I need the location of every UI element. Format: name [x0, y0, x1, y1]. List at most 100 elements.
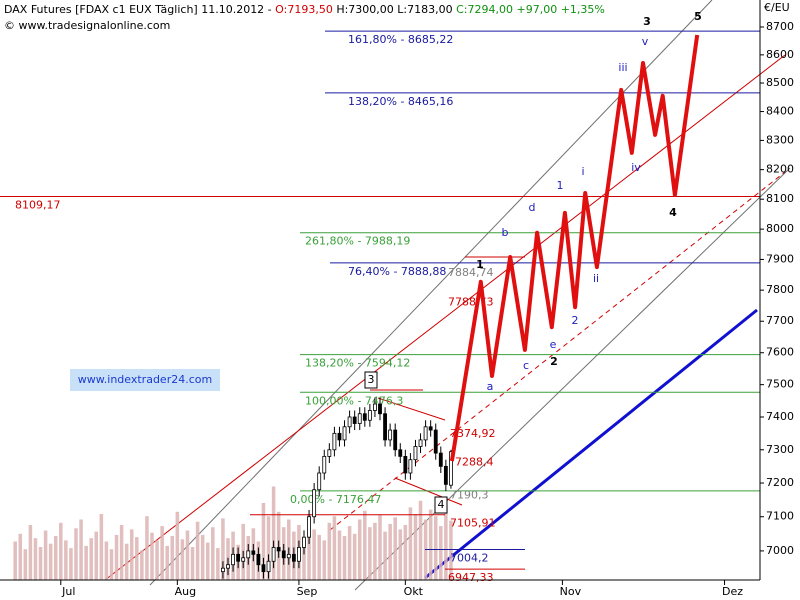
volume-bar: [317, 534, 321, 580]
candle-body: [362, 413, 367, 421]
volume-bar: [109, 549, 114, 580]
candle-body: [408, 459, 413, 474]
volume-bar: [221, 518, 225, 580]
header: DAX Futures [FDAX c1 EUX Täglich] 11.10.…: [4, 3, 605, 16]
volume-bar: [342, 536, 347, 580]
volume-bar: [322, 540, 327, 580]
volume-bar: [69, 548, 73, 580]
wave-label: ii: [593, 272, 599, 285]
volume-bar: [357, 519, 362, 580]
candle-body: [327, 449, 332, 457]
watermark-box: [70, 369, 220, 391]
volume-bar: [43, 530, 48, 580]
wave-label: 3: [368, 373, 375, 386]
level-label: 7004,2: [450, 551, 489, 564]
y-tick-label: 8500: [766, 76, 794, 89]
volume-bar: [170, 536, 175, 580]
candle-body: [256, 553, 261, 566]
candle-body: [307, 516, 311, 538]
wave-label: 4: [438, 498, 445, 511]
volume-bar: [373, 522, 377, 580]
wave-label: e: [550, 338, 557, 351]
candle-body: [266, 560, 271, 573]
volume-bar: [165, 545, 169, 580]
volume-bar: [439, 526, 443, 580]
level-label: 161,80% - 8685,22: [348, 33, 453, 46]
main-layer: 8109,17 161,80% - 8685,22 138,20% - 8465,1…: [0, 10, 760, 584]
triangle-line: [394, 477, 463, 506]
candle-body: [373, 403, 377, 411]
volume-bar: [398, 529, 403, 580]
volume-bar: [74, 528, 78, 580]
channel-line: [354, 167, 791, 591]
volume-bar: [403, 525, 408, 580]
y-tick-label: 8600: [766, 48, 794, 61]
candle-body: [246, 550, 251, 559]
volume-bar: [23, 549, 28, 580]
volume-bar: [99, 514, 104, 580]
wave-label: a: [487, 380, 494, 393]
watermark: www.indextrader24.com: [78, 373, 212, 386]
volume-bar: [38, 547, 43, 580]
candle-body: [332, 432, 337, 451]
volume-bar: [418, 500, 423, 580]
volume-bar: [18, 533, 23, 580]
candle-body: [251, 550, 256, 555]
wave-label: v: [642, 35, 649, 48]
volume-bar: [332, 516, 337, 580]
candle-body: [231, 553, 235, 566]
header-low: L:7183,00: [397, 3, 452, 16]
candle-body: [337, 432, 342, 441]
level-label: 7374,92: [450, 427, 496, 440]
forecast-line: [449, 34, 700, 462]
wave-label: 1: [476, 258, 484, 271]
wave-label: c: [523, 359, 529, 372]
wave-label: i: [581, 165, 584, 178]
candle-body: [286, 553, 291, 559]
volume-bar: [393, 517, 397, 580]
y-tick-label: 7600: [766, 346, 794, 359]
channel-line: [329, 171, 786, 531]
volume-bar: [368, 527, 372, 580]
source: © www.tradesignalonline.com: [4, 19, 170, 32]
candle-body: [271, 547, 276, 562]
volume-bar: [428, 509, 433, 580]
volume-bar: [64, 540, 68, 580]
candle-body: [438, 452, 443, 467]
volume-bar: [449, 520, 453, 580]
candle-body: [443, 465, 448, 485]
header-change: C:7294,00 +97,00 +1,35%: [456, 3, 605, 16]
candle-body: [317, 472, 322, 491]
candle-body: [433, 429, 438, 454]
y-tick-label: 8000: [766, 222, 794, 235]
y-tick-label: 7500: [766, 378, 794, 391]
candle-body: [428, 426, 433, 431]
volume-bar: [84, 545, 88, 580]
wave-label: 3: [643, 15, 651, 28]
candle-body: [312, 489, 317, 518]
volume-bar: [200, 534, 205, 580]
volume-bar: [180, 539, 185, 580]
candle-body: [423, 426, 428, 441]
volume-bar: [352, 533, 357, 580]
volume-bar: [388, 523, 392, 580]
volume-bar: [185, 530, 190, 580]
level-label: 138,20% - 8465,16: [348, 95, 453, 108]
volume-bar: [53, 536, 58, 580]
candle-body: [449, 451, 453, 486]
candle-body: [357, 413, 362, 424]
candle-body: [236, 553, 241, 562]
wave-label: 1: [557, 179, 564, 192]
x-tick-label: Nov: [560, 585, 582, 598]
x-tick-label: Aug: [175, 585, 196, 598]
level-label: 7884,74: [448, 266, 494, 279]
volume-bar: [175, 511, 180, 580]
x-tick-label: Okt: [404, 585, 424, 598]
volume-bar: [33, 538, 38, 580]
volume-bar: [129, 529, 134, 580]
candle-body: [342, 426, 347, 441]
volume-bar: [195, 521, 200, 580]
candle-body: [393, 429, 398, 451]
